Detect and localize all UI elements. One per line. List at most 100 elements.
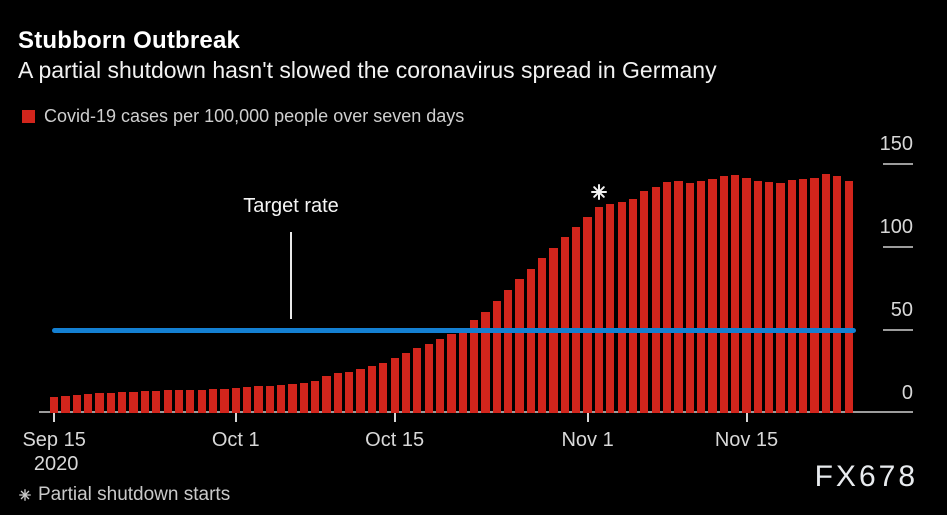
bar xyxy=(379,362,388,413)
bar xyxy=(810,178,819,413)
footnote-text: Partial shutdown starts xyxy=(38,484,231,505)
bar xyxy=(753,181,762,413)
bar xyxy=(731,174,740,413)
x-tick-label: Nov 15 xyxy=(714,429,779,451)
x-tick xyxy=(53,413,56,422)
x-tick-year-label: 2020 xyxy=(33,453,79,475)
bar xyxy=(674,180,683,413)
bar xyxy=(254,386,263,413)
bar xyxy=(413,348,422,413)
bar xyxy=(401,352,411,413)
y-tick xyxy=(883,246,913,248)
bar xyxy=(242,386,252,413)
bar xyxy=(742,178,751,413)
bar xyxy=(118,391,127,413)
legend-swatch-icon xyxy=(22,110,35,123)
bar xyxy=(197,389,206,413)
bar xyxy=(356,369,365,413)
bar xyxy=(231,387,240,413)
bar xyxy=(651,187,660,413)
x-tick-label: Oct 15 xyxy=(365,429,425,451)
bar xyxy=(833,176,842,413)
bar xyxy=(447,334,456,413)
bar xyxy=(776,183,785,413)
bar xyxy=(458,327,467,413)
y-tick xyxy=(883,163,913,165)
bar xyxy=(311,380,320,413)
target-rate-label: Target rate xyxy=(243,195,339,217)
y-tick-label: 0 xyxy=(901,382,913,404)
bar xyxy=(708,178,717,413)
bar xyxy=(106,392,116,413)
bar xyxy=(719,175,728,413)
bar xyxy=(95,392,104,413)
x-tick-label: Oct 1 xyxy=(211,429,260,451)
bar xyxy=(504,289,513,413)
bar xyxy=(765,182,774,413)
bar xyxy=(685,183,694,413)
bar xyxy=(84,393,93,413)
bar xyxy=(787,179,797,413)
bar xyxy=(628,198,638,413)
bar xyxy=(662,182,672,413)
bar xyxy=(208,389,218,413)
bar xyxy=(799,178,808,413)
bar xyxy=(560,237,570,413)
x-tick xyxy=(234,413,237,422)
watermark: FX678 xyxy=(814,460,918,493)
bar xyxy=(367,366,377,413)
bar xyxy=(424,344,433,413)
bar xyxy=(50,397,59,413)
bar xyxy=(821,173,831,413)
bar xyxy=(481,312,490,413)
footnote: Partial shutdown starts xyxy=(19,484,230,506)
legend: Covid-19 cases per 100,000 people over s… xyxy=(22,106,464,127)
bar xyxy=(322,376,331,413)
bar xyxy=(299,382,308,413)
bar xyxy=(174,390,184,413)
bar xyxy=(538,257,547,413)
bar xyxy=(469,320,479,413)
bar xyxy=(140,390,150,413)
target-rate-callout-line xyxy=(290,232,292,319)
x-tick xyxy=(745,413,748,422)
bar xyxy=(572,227,581,413)
x-tick-label: Nov 1 xyxy=(561,429,614,451)
x-tick xyxy=(393,413,396,422)
shutdown-asterisk-icon xyxy=(590,184,607,201)
chart-subtitle: A partial shutdown hasn't slowed the cor… xyxy=(18,57,717,83)
bar xyxy=(492,300,501,413)
bar xyxy=(390,358,399,413)
bar xyxy=(186,389,195,413)
bar xyxy=(265,385,274,413)
x-tick xyxy=(586,413,589,422)
x-tick-label: Sep 15 xyxy=(22,429,86,451)
bar xyxy=(515,279,524,413)
y-tick xyxy=(883,329,913,331)
bar xyxy=(72,395,81,413)
bar xyxy=(526,269,535,413)
bar xyxy=(583,217,592,413)
bar xyxy=(617,202,626,413)
bar xyxy=(277,385,286,413)
bar xyxy=(696,180,706,413)
bar xyxy=(61,396,70,413)
y-tick-label: 50 xyxy=(890,299,913,321)
bar xyxy=(220,388,229,413)
bar xyxy=(435,339,445,413)
bar xyxy=(594,207,604,413)
bar xyxy=(345,371,354,413)
footnote-asterisk-icon xyxy=(19,489,31,501)
bar xyxy=(844,180,853,413)
bar xyxy=(129,391,138,413)
bar xyxy=(333,372,343,413)
y-tick-label: 150 xyxy=(879,133,913,155)
bar xyxy=(163,390,172,413)
bar xyxy=(288,384,297,413)
y-tick-label: 100 xyxy=(879,216,913,238)
legend-label: Covid-19 cases per 100,000 people over s… xyxy=(44,106,465,126)
bar xyxy=(606,203,615,413)
bar xyxy=(152,390,161,413)
